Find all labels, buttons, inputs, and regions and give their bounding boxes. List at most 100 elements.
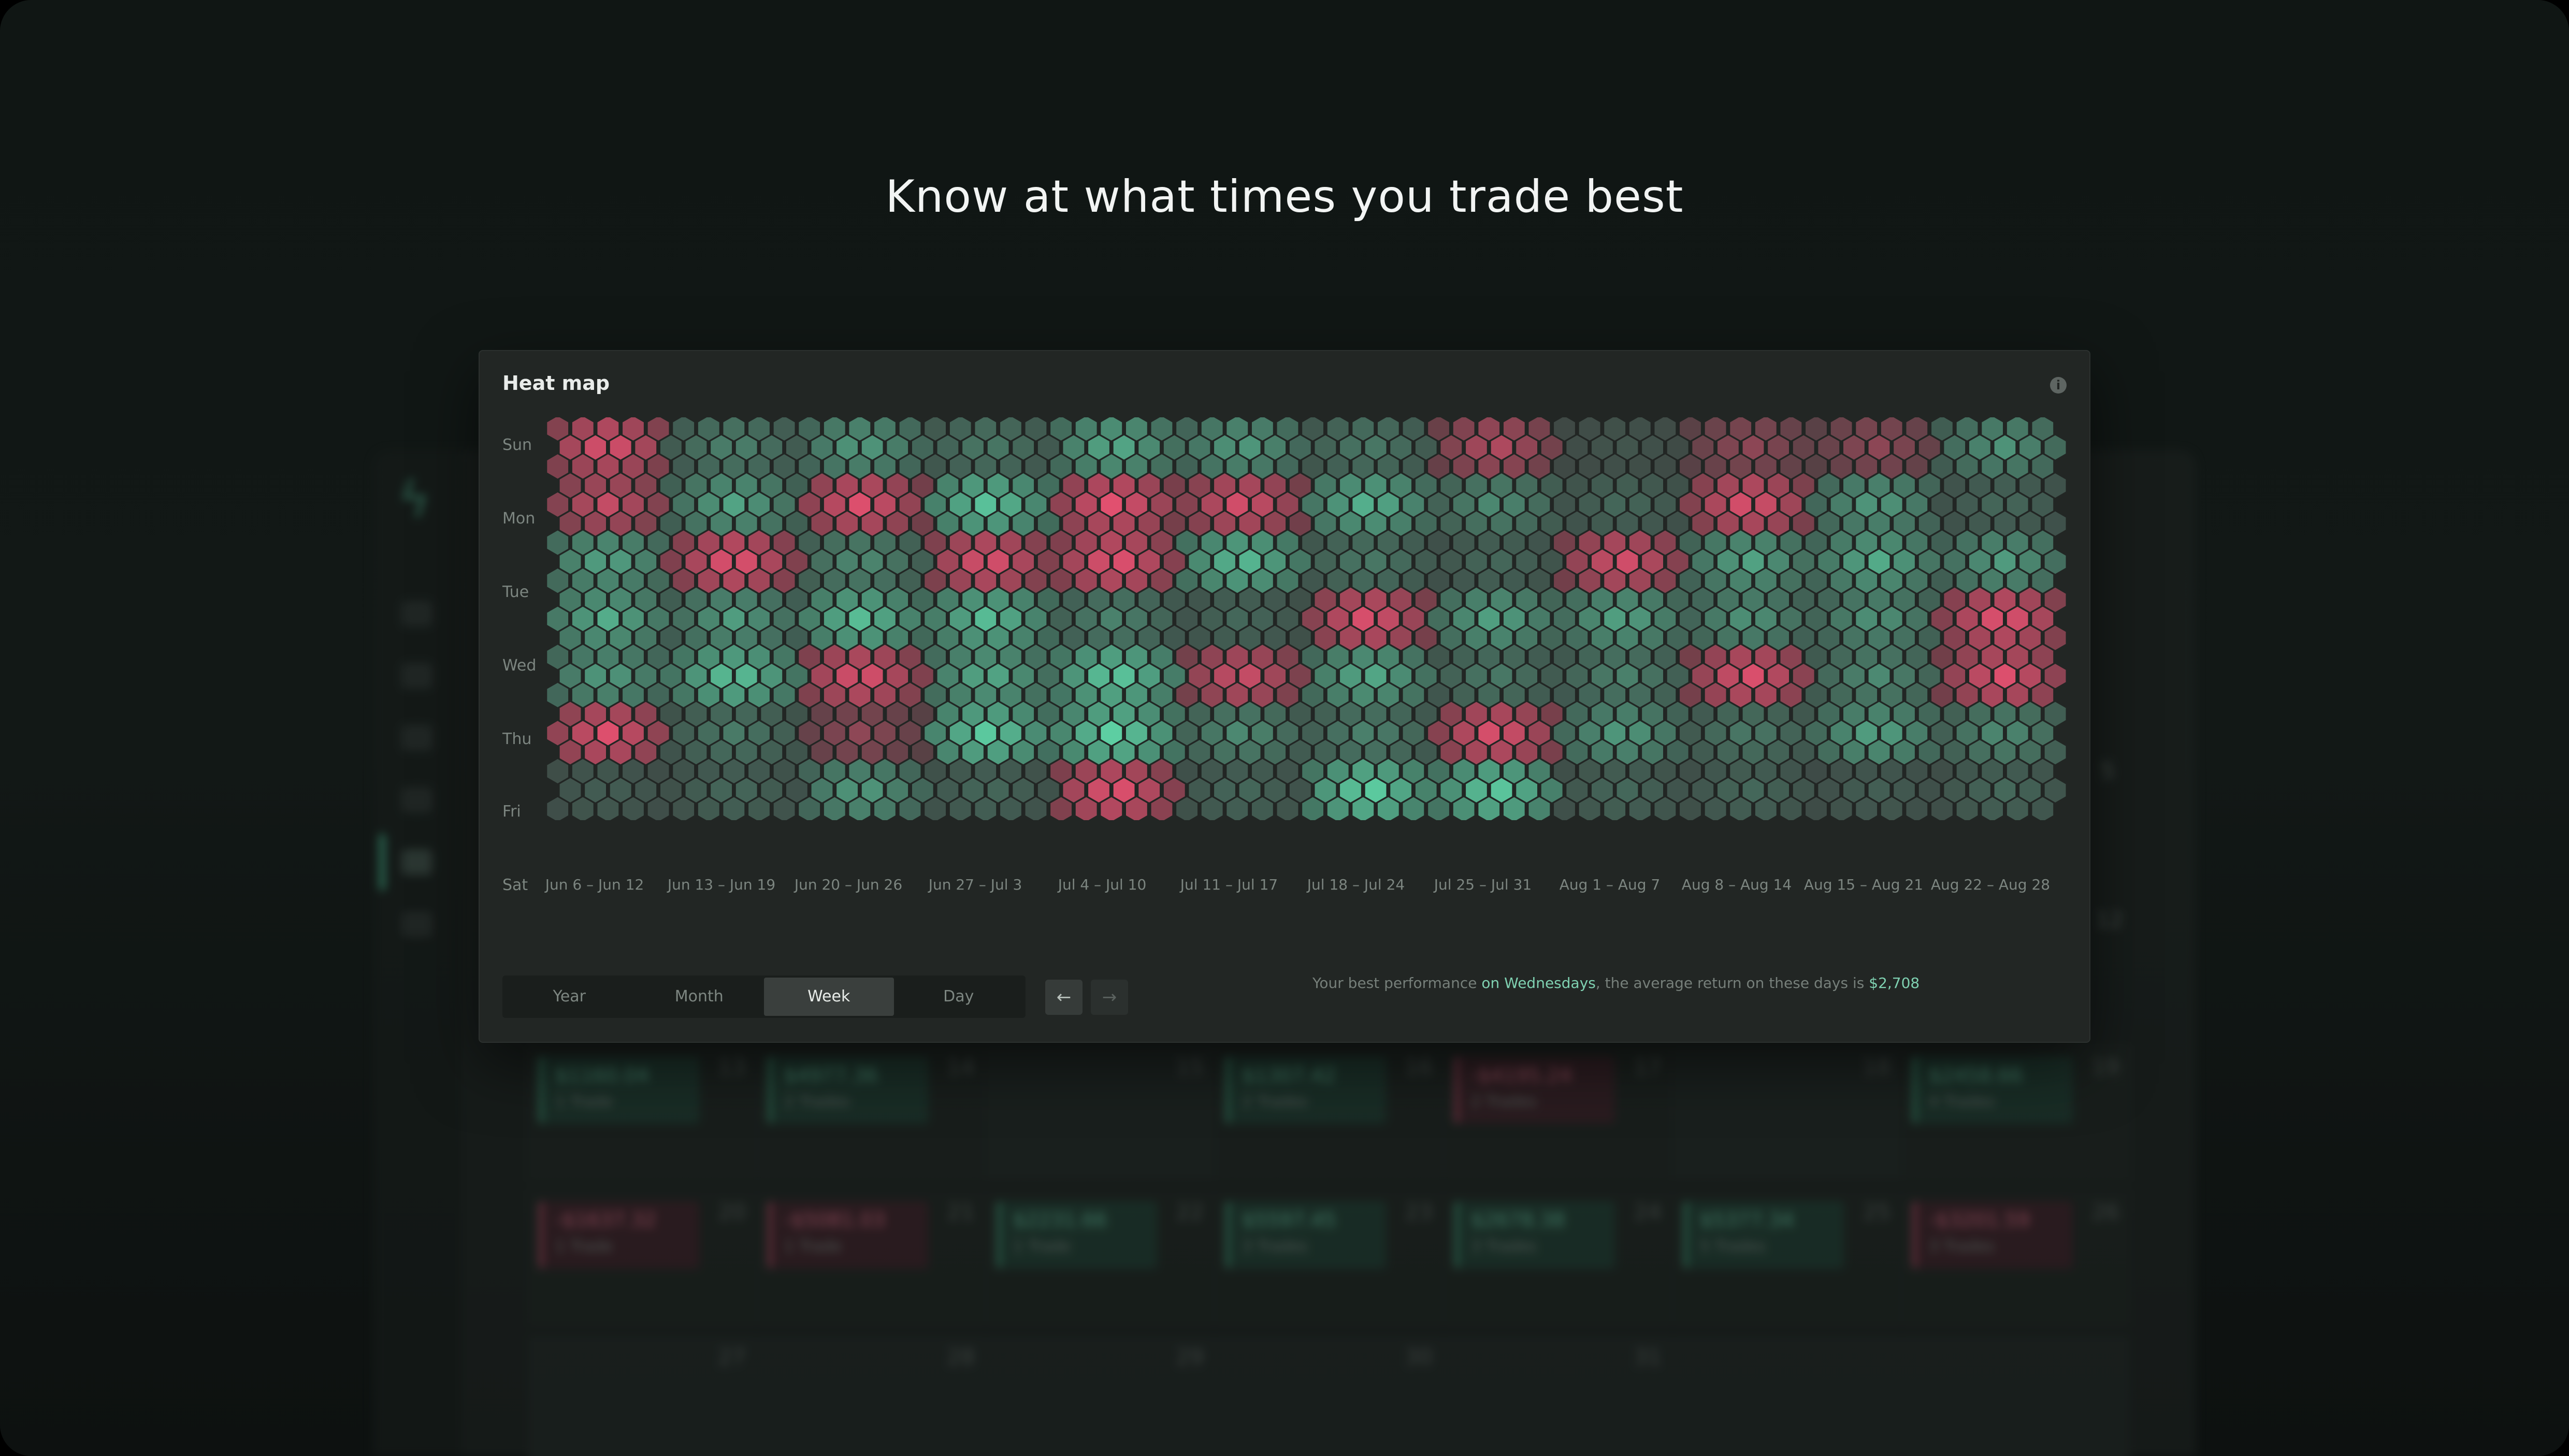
heatmap-cell[interactable]: [999, 490, 1023, 519]
heatmap-cell[interactable]: [1565, 547, 1590, 576]
heatmap-cell[interactable]: [911, 547, 935, 576]
heatmap-cell[interactable]: [1816, 471, 1841, 500]
heatmap-cell[interactable]: [847, 529, 872, 557]
heatmap-cell[interactable]: [2005, 605, 2030, 633]
heatmap-cell[interactable]: [1175, 643, 1199, 671]
heatmap-cell[interactable]: [1413, 433, 1438, 462]
heatmap-cell[interactable]: [1804, 529, 1828, 557]
heatmap-cell[interactable]: [747, 643, 771, 671]
heatmap-cell[interactable]: [1363, 586, 1388, 614]
heatmap-cell[interactable]: [1552, 529, 1577, 557]
heatmap-cell[interactable]: [1376, 452, 1401, 481]
heatmap-cell[interactable]: [1842, 662, 1866, 690]
heatmap-cell[interactable]: [1175, 566, 1199, 595]
heatmap-cell[interactable]: [2018, 662, 2042, 690]
heatmap-cell[interactable]: [1036, 509, 1061, 538]
heatmap-cell[interactable]: [1389, 700, 1413, 729]
heatmap-cell[interactable]: [1489, 471, 1514, 500]
heatmap-cell[interactable]: [2018, 738, 2042, 766]
heatmap-cell[interactable]: [1627, 566, 1652, 595]
heatmap-cell[interactable]: [1980, 529, 2004, 557]
heatmap-cell[interactable]: [1325, 719, 1350, 747]
heatmap-cell[interactable]: [1879, 757, 1904, 785]
heatmap-cell[interactable]: [923, 757, 947, 785]
heatmap-cell[interactable]: [822, 643, 847, 671]
heatmap-cell[interactable]: [1816, 662, 1841, 690]
heatmap-cell[interactable]: [1590, 776, 1614, 805]
heatmap-cell[interactable]: [734, 509, 759, 538]
heatmap-cell[interactable]: [1514, 586, 1539, 614]
heatmap-cell[interactable]: [570, 452, 595, 481]
heatmap-cell[interactable]: [596, 605, 620, 633]
heatmap-cell[interactable]: [785, 433, 809, 462]
heatmap-cell[interactable]: [1577, 566, 1602, 595]
heatmap-cell[interactable]: [1313, 738, 1338, 766]
heatmap-cell[interactable]: [583, 623, 608, 652]
heatmap-cell[interactable]: [684, 662, 709, 690]
heatmap-cell[interactable]: [1753, 795, 1778, 820]
heatmap-cell[interactable]: [1766, 433, 1791, 462]
heatmap-cell[interactable]: [1049, 643, 1073, 671]
heatmap-cell[interactable]: [659, 509, 683, 538]
heatmap-cell[interactable]: [1502, 490, 1526, 519]
heatmap-cell[interactable]: [2018, 547, 2042, 576]
heatmap-cell[interactable]: [558, 776, 583, 805]
bg-calendar-day[interactable]: 13 $1160.04 1 Trade: [528, 1046, 756, 1181]
heatmap-cell[interactable]: [1753, 529, 1778, 557]
heatmap-cell[interactable]: [747, 681, 771, 709]
heatmap-cell[interactable]: [1175, 719, 1199, 747]
heatmap-cell[interactable]: [570, 681, 595, 709]
heatmap-cell[interactable]: [1930, 757, 1954, 785]
heatmap-cell[interactable]: [583, 586, 608, 614]
heatmap-cell[interactable]: [646, 643, 671, 671]
heatmap-cell[interactable]: [911, 586, 935, 614]
heatmap-cell[interactable]: [1250, 490, 1275, 519]
heatmap-cell[interactable]: [1968, 471, 1992, 500]
heatmap-cell[interactable]: [1011, 471, 1036, 500]
heatmap-cell[interactable]: [1804, 417, 1828, 443]
heatmap-cell[interactable]: [558, 509, 583, 538]
heatmap-cell[interactable]: [1577, 417, 1602, 443]
heatmap-cell[interactable]: [986, 509, 1011, 538]
heatmap-cell[interactable]: [1225, 757, 1250, 785]
heatmap-cell[interactable]: [1942, 623, 1967, 652]
heatmap-cell[interactable]: [1464, 471, 1489, 500]
heatmap-cell[interactable]: [2005, 417, 2030, 443]
heatmap-cell[interactable]: [646, 490, 671, 519]
heatmap-cell[interactable]: [772, 643, 797, 671]
heatmap-cell[interactable]: [1011, 623, 1036, 652]
heatmap-cell[interactable]: [1603, 417, 1627, 443]
heatmap-cell[interactable]: [1514, 623, 1539, 652]
heatmap-cell[interactable]: [1930, 452, 1954, 481]
heatmap-cell[interactable]: [1867, 623, 1892, 652]
heatmap-cell[interactable]: [1653, 681, 1678, 709]
heatmap-cell[interactable]: [1426, 605, 1451, 633]
heatmap-cell[interactable]: [759, 700, 784, 729]
heatmap-cell[interactable]: [1149, 605, 1174, 633]
heatmap-cell[interactable]: [696, 452, 721, 481]
heatmap-cell[interactable]: [671, 490, 696, 519]
heatmap-cell[interactable]: [1854, 417, 1879, 443]
heatmap-cell[interactable]: [1653, 719, 1678, 747]
heatmap-cell[interactable]: [1816, 433, 1841, 462]
heatmap-cell[interactable]: [973, 795, 998, 820]
heatmap-cell[interactable]: [835, 738, 859, 766]
heatmap-cell[interactable]: [1955, 681, 1980, 709]
heatmap-cell[interactable]: [1892, 700, 1916, 729]
heatmap-cell[interactable]: [721, 566, 746, 595]
heatmap-cell[interactable]: [671, 566, 696, 595]
heatmap-cell[interactable]: [1439, 433, 1464, 462]
heatmap-cell[interactable]: [709, 738, 733, 766]
heatmap-cell[interactable]: [1703, 417, 1728, 443]
heatmap-cell[interactable]: [2005, 452, 2030, 481]
heatmap-cell[interactable]: [1074, 490, 1099, 519]
heatmap-cell[interactable]: [885, 700, 910, 729]
heatmap-cell[interactable]: [885, 623, 910, 652]
heatmap-cell[interactable]: [1023, 643, 1048, 671]
heatmap-cell[interactable]: [1703, 643, 1728, 671]
heatmap-cell[interactable]: [1237, 623, 1262, 652]
heatmap-cell[interactable]: [1313, 547, 1338, 576]
bg-calendar-day[interactable]: 30: [1215, 1336, 1443, 1456]
heatmap-cell[interactable]: [1842, 700, 1866, 729]
heatmap-cell[interactable]: [659, 586, 683, 614]
